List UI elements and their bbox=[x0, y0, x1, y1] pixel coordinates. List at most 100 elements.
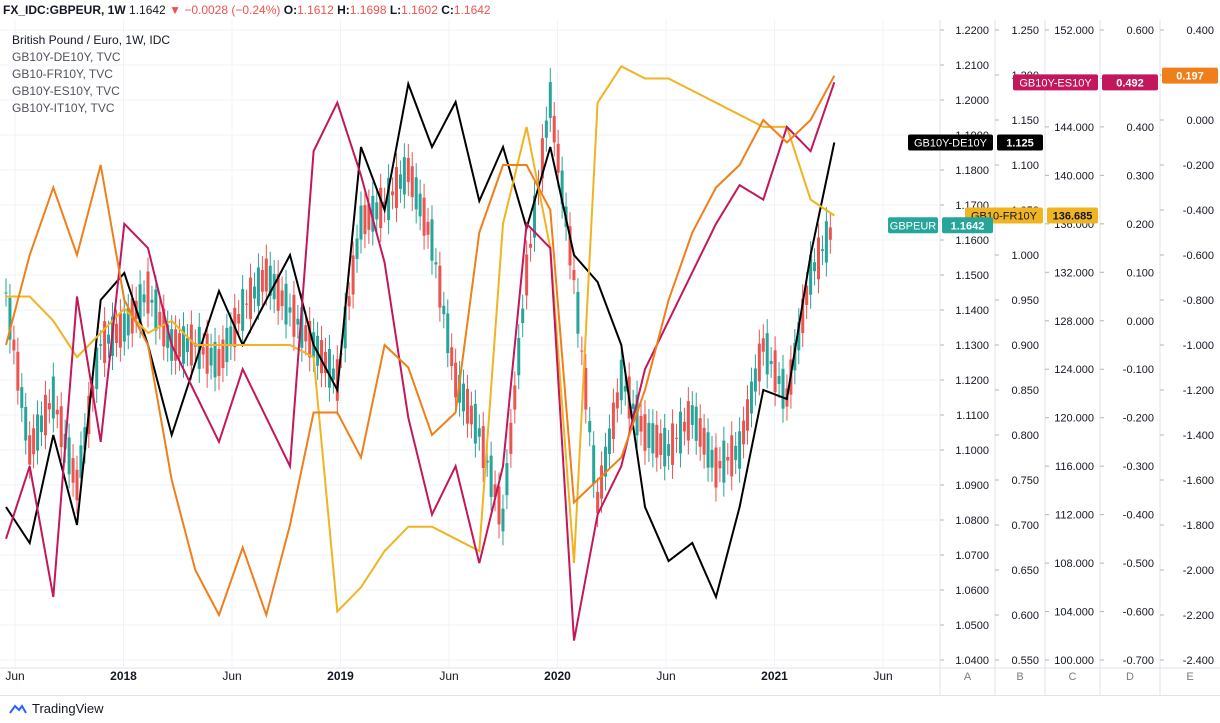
candle-body bbox=[391, 191, 395, 196]
candle-body bbox=[36, 414, 40, 451]
tradingview-brand[interactable]: TradingView bbox=[8, 701, 104, 716]
y-tick-label: -1.400 bbox=[1183, 430, 1214, 442]
y-tick-label: 112.000 bbox=[1055, 510, 1094, 522]
y-tick-label: 104.000 bbox=[1054, 607, 1094, 619]
candle-body bbox=[430, 219, 434, 261]
candle-body bbox=[757, 343, 761, 382]
candle-body bbox=[284, 283, 288, 325]
y-tick-label: 0.600 bbox=[1126, 25, 1154, 37]
candle-body bbox=[181, 326, 185, 364]
y-tick-label: -0.100 bbox=[1123, 364, 1154, 376]
y-tick-label: 1.2200 bbox=[955, 25, 989, 37]
chart-legend: British Pound / Euro, 1W, IDC GB10Y-DE10… bbox=[12, 32, 170, 117]
candle-body bbox=[292, 294, 296, 337]
candle-body bbox=[150, 299, 154, 303]
y-tick-label: 1.1100 bbox=[956, 410, 989, 422]
y-tick-label: 1.1300 bbox=[955, 340, 989, 352]
candle-body bbox=[647, 422, 651, 448]
candle-body bbox=[24, 406, 28, 441]
candle-body bbox=[584, 367, 588, 410]
y-tick-label: 0.300 bbox=[1126, 170, 1154, 182]
candle-body bbox=[114, 323, 118, 343]
candle-body bbox=[828, 227, 832, 240]
y-tick-label: -0.800 bbox=[1183, 295, 1214, 307]
candle-body bbox=[651, 423, 655, 454]
legend-item[interactable]: GB10-FR10Y, TVC bbox=[12, 67, 113, 81]
candle-body bbox=[568, 226, 572, 266]
y-tick-label: 0.950 bbox=[1011, 295, 1039, 307]
price-tag-label: GB10Y-DE10Y bbox=[914, 138, 988, 150]
candle-body bbox=[103, 321, 107, 364]
candle-body bbox=[450, 347, 454, 367]
candle-body bbox=[671, 423, 675, 465]
y-tick-label: -1.800 bbox=[1183, 520, 1214, 532]
candle-body bbox=[820, 249, 824, 252]
candle-body bbox=[556, 143, 560, 173]
y-tick-label: 1.0500 bbox=[955, 620, 989, 632]
candle-body bbox=[473, 403, 477, 444]
symbol-label[interactable]: FX_IDC:GBPEUR, 1W bbox=[3, 3, 126, 17]
candle-body bbox=[422, 197, 426, 236]
legend-item[interactable]: British Pound / Euro, 1W, IDC bbox=[12, 33, 171, 47]
close-label: C: bbox=[441, 3, 454, 17]
candle-body bbox=[154, 289, 158, 331]
candle-body bbox=[288, 307, 292, 313]
legend-item[interactable]: GB10Y-IT10Y, TVC bbox=[12, 101, 115, 115]
candle-body bbox=[521, 308, 525, 324]
candle-body bbox=[59, 406, 63, 448]
candle-body bbox=[746, 399, 750, 431]
legend-item[interactable]: GB10Y-DE10Y, TVC bbox=[12, 50, 121, 64]
y-tick-label: 1.1600 bbox=[955, 235, 989, 247]
candle-body bbox=[667, 444, 671, 456]
y-tick-label: 0.000 bbox=[1186, 115, 1214, 127]
candle-body bbox=[718, 460, 722, 469]
candle-body bbox=[663, 427, 667, 467]
y-tick-label: -0.700 bbox=[1123, 655, 1154, 667]
open-label: O: bbox=[283, 3, 298, 17]
candle-body bbox=[185, 338, 189, 352]
candle-body bbox=[414, 177, 418, 210]
candle-body bbox=[801, 298, 805, 334]
brand-name: TradingView bbox=[32, 701, 104, 716]
candle-body bbox=[485, 460, 489, 463]
price-tag bbox=[942, 217, 993, 234]
candle-body bbox=[320, 340, 324, 374]
series-line bbox=[5, 80, 836, 601]
chart-canvas[interactable]: Jun 2018 Jun 2019 Jun 2020 Jun 2021 Jun 1.2200 1.2… bbox=[0, 20, 1220, 695]
price-tag-value: 0.492 bbox=[1116, 77, 1144, 89]
candle-body bbox=[469, 405, 473, 425]
candle-body bbox=[702, 427, 706, 455]
candle-body bbox=[493, 484, 497, 498]
candle-body bbox=[446, 313, 450, 354]
candle-body bbox=[611, 402, 615, 440]
candle-body bbox=[576, 292, 580, 334]
candle-body bbox=[241, 289, 245, 331]
y-tick-label: 0.800 bbox=[1011, 430, 1039, 442]
legend-item[interactable]: GB10Y-ES10Y, TVC bbox=[12, 84, 120, 98]
candle-body bbox=[631, 403, 635, 409]
price-tag bbox=[1047, 207, 1098, 224]
candle-body bbox=[600, 465, 604, 499]
candle-body bbox=[221, 339, 225, 369]
candle-body bbox=[817, 237, 821, 280]
candle-body bbox=[398, 174, 402, 189]
candle-body bbox=[548, 82, 552, 118]
candle-body bbox=[596, 491, 600, 514]
high-value: 1.1698 bbox=[349, 3, 387, 17]
candle-body bbox=[824, 221, 828, 263]
candle-body bbox=[343, 306, 347, 349]
candle-body bbox=[462, 383, 466, 412]
candle-body bbox=[12, 339, 16, 351]
axis-letter: E bbox=[1186, 671, 1193, 683]
axis-letter: C bbox=[1069, 671, 1077, 683]
candle-body bbox=[256, 267, 260, 306]
y-tick-label: 1.250 bbox=[1011, 25, 1039, 37]
candle-body bbox=[308, 320, 312, 358]
price-tag bbox=[1102, 74, 1158, 91]
candle-body bbox=[734, 445, 738, 460]
candle-body bbox=[229, 326, 233, 347]
candle-body bbox=[260, 269, 264, 292]
x-tick-label: 2021 bbox=[761, 669, 788, 683]
candle-body bbox=[394, 167, 398, 208]
y-tick-label: -0.600 bbox=[1123, 607, 1154, 619]
